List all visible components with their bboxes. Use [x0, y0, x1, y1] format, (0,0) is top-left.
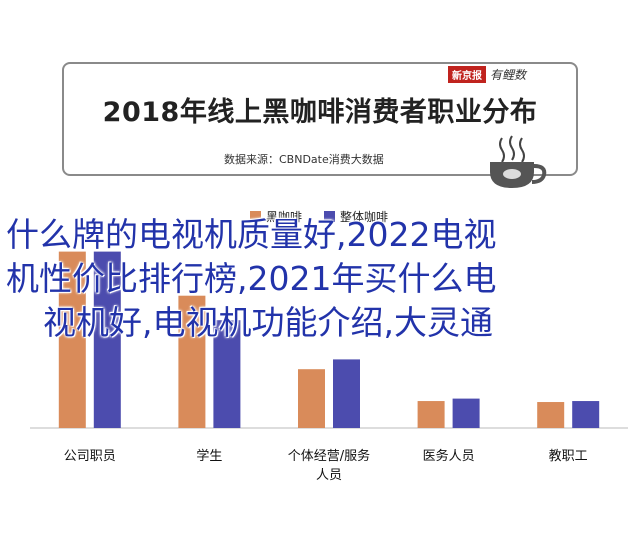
overlay-line-3: 视机好,电视机功能介绍,大灵通	[43, 303, 493, 342]
overlay-line-1: 什么牌的电视机质量好,2022电视	[6, 215, 497, 254]
legend: 黑咖啡 整体咖啡	[250, 208, 388, 225]
category-label-2-line2: 人员	[315, 468, 342, 483]
brand-logo: 新京报 有鲤数	[448, 66, 526, 83]
bar-series2-0	[93, 251, 121, 428]
bar-series1-4	[537, 402, 565, 428]
legend-label-series1: 黑咖啡	[266, 210, 303, 224]
chart-title: 2018年线上黑咖啡消费者职业分布	[102, 97, 538, 128]
bar-series2-3	[452, 398, 480, 428]
coffee-cup-icon	[490, 135, 547, 188]
legend-swatch-series1	[250, 211, 261, 222]
legend-item-series2: 整体咖啡	[324, 208, 388, 225]
category-label-1: 学生	[196, 449, 223, 464]
bar-series1-2	[298, 369, 325, 428]
bar-series1-0	[58, 251, 86, 428]
overlay-headline: 什么牌的电视机质量好,2022电视 机性价比排行榜,2021年买什么电 视机好,…	[6, 213, 566, 345]
category-label-2-line1: 个体经营/服务	[287, 449, 371, 464]
bar-series2-4	[572, 401, 600, 428]
legend-item-series1: 黑咖啡	[250, 208, 302, 225]
data-source: 数据来源：CBNDate消费大数据	[224, 153, 384, 166]
bar-series1-3	[417, 401, 445, 428]
bar-series2-1	[213, 320, 241, 428]
category-label-2: 个体经营/服务 人员	[269, 447, 389, 485]
category-label-4: 教职工	[548, 449, 588, 464]
brand-sub: 有鲤数	[490, 68, 527, 82]
overlay-line-2: 机性价比排行榜,2021年买什么电	[6, 259, 497, 298]
legend-label-series2: 整体咖啡	[340, 210, 389, 224]
category-label-0: 公司职员	[63, 449, 116, 464]
bar-series2-2	[333, 359, 360, 428]
brand-name: 新京报	[448, 66, 486, 83]
category-label-3: 医务人员	[422, 449, 475, 464]
header-box	[62, 62, 578, 176]
legend-swatch-series2	[324, 211, 336, 222]
bar-series1-1	[178, 295, 206, 428]
